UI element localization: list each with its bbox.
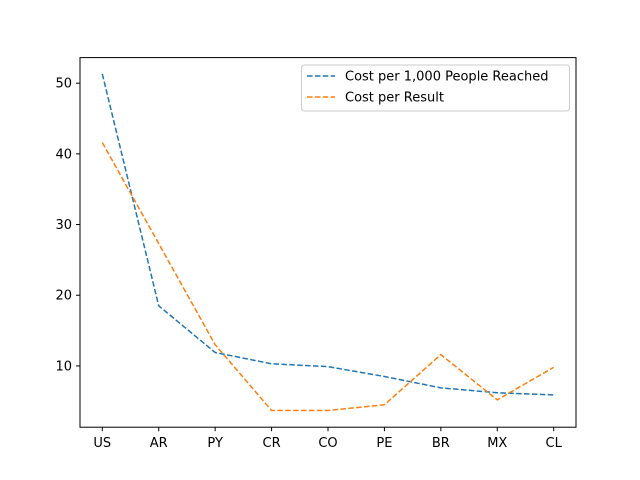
plot-area <box>80 57 576 428</box>
x-tick-label: PE <box>376 436 392 451</box>
series-line-cost-per-result <box>101 142 555 412</box>
x-tick-label: CO <box>318 436 337 451</box>
x-tick-label: BR <box>432 436 450 451</box>
legend-label-cost-per-result: Cost per Result <box>345 91 444 106</box>
y-tick-label: 50 <box>55 77 72 92</box>
legend-box <box>301 64 570 112</box>
x-tick-label: MX <box>487 436 507 451</box>
y-tick-label: 40 <box>55 147 72 162</box>
y-tick-label: 20 <box>55 289 72 304</box>
x-tick-label: US <box>93 436 111 451</box>
legend: Cost per 1,000 People Reached Cost per R… <box>301 64 570 112</box>
legend-label-cost-per-1000-people-reached: Cost per 1,000 People Reached <box>345 70 548 85</box>
y-tick-label: 10 <box>55 359 72 374</box>
x-tick-label: PY <box>207 436 223 451</box>
y-tick-label: 30 <box>55 218 72 233</box>
x-tick-label: AR <box>150 436 168 451</box>
x-tick-label: CL <box>546 436 563 451</box>
series-line-cost-per-1-000-people-reached <box>101 73 554 396</box>
axes-layer: US AR PY CR CO PE BR MX CL 10 20 30 40 50 <box>55 57 577 451</box>
series-layer <box>101 73 555 412</box>
x-tick-label: CR <box>263 436 281 451</box>
